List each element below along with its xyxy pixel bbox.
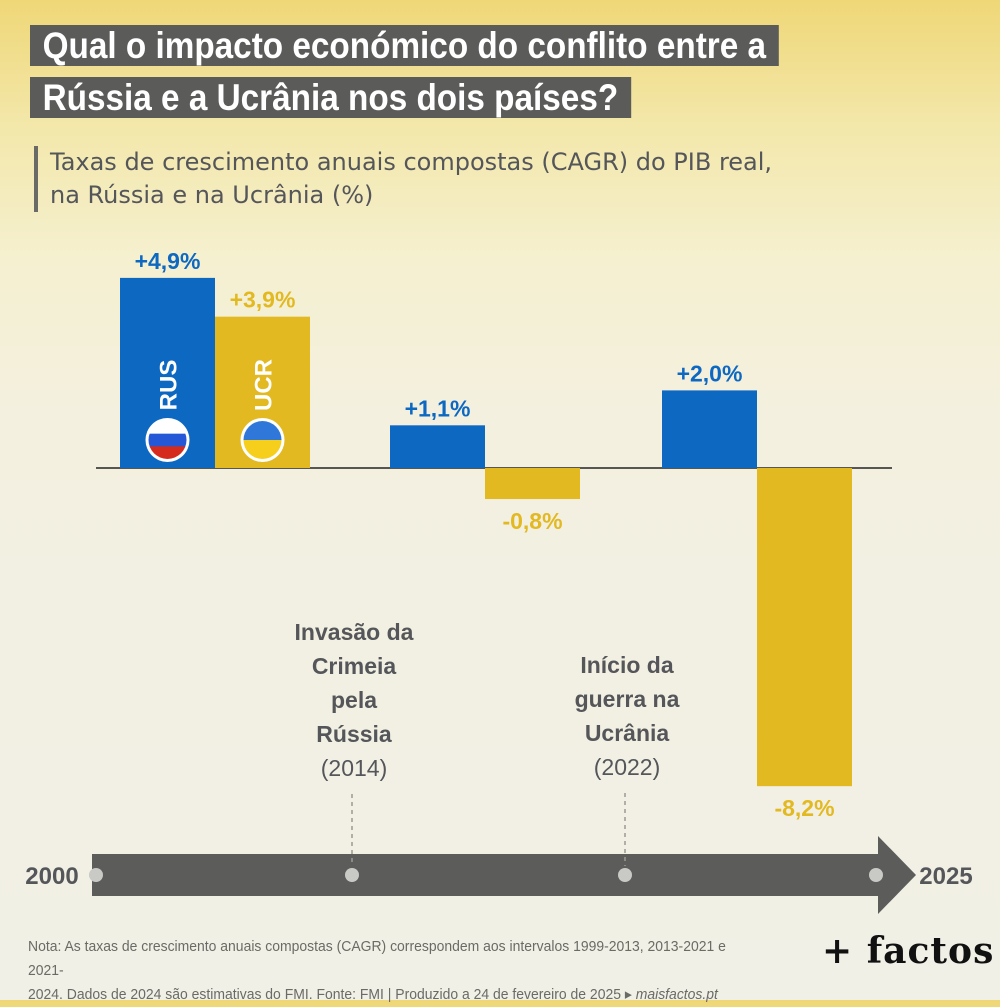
timeline-dot-2 [345,868,359,882]
event-text-line: Ucrânia [585,720,670,746]
data-label: -0,8% [502,508,562,534]
timeline-start-label: 2000 [25,863,78,890]
chart-title: Qual o impacto económico do conflito ent… [30,20,779,124]
title-line-1: Qual o impacto económico do conflito ent… [30,25,779,66]
brand-logo: + factos [822,930,995,972]
event-year: (2014) [321,755,387,781]
event-text-line: Início da [580,652,674,678]
series-name-rus: RUS [156,360,183,411]
flag-stripe [243,440,282,459]
source-site: maisfactos.pt [635,986,718,1003]
russia-flag-icon [145,418,190,462]
series-name-ucr: UCR [251,359,278,411]
flag-stripe [148,446,187,459]
event-year: (2022) [594,754,660,780]
footnote-line-2: 2024. Dados de 2024 são estimativas do F… [28,986,636,1003]
subtitle-line-2: na Rússia e na Ucrânia (%) [50,181,374,209]
flag-stripe [243,421,282,441]
ukraine-flag-icon [240,418,285,462]
event-text-line: Crimeia [312,653,397,679]
timeline-end-label: 2025 [919,863,972,890]
data-label: -8,2% [774,795,834,821]
timeline-dot-1 [89,868,103,882]
bar-rus-2 [390,425,485,468]
data-label: +3,9% [230,287,296,313]
bar-ucr-3 [757,468,852,787]
event-text-line: Invasão da [295,619,414,645]
bar-rus-3 [662,390,757,468]
footnote: Nota: As taxas de crescimento anuais com… [28,935,753,1007]
bar-ucr-2 [485,468,580,500]
title-line-2: Rússia e a Ucrânia nos dois países? [30,77,631,118]
chart-subtitle: Taxas de crescimento anuais compostas (C… [34,146,830,212]
timeline-arrow [92,836,916,914]
flag-stripe [148,433,187,447]
timeline-dot-4 [869,868,883,882]
event-annotation-1: Invasão da Crimeia pela Rússia (2014) [295,619,414,866]
data-label: +4,9% [135,248,201,274]
event-annotation-2: Início da guerra na Ucrânia (2022) [575,652,680,866]
footnote-line-1: Nota: As taxas de crescimento anuais com… [28,938,726,979]
flag-stripe [148,421,187,435]
data-label: +1,1% [405,395,471,421]
event-text-line: pela [331,687,377,713]
subtitle-line-1: Taxas de crescimento anuais compostas (C… [50,148,773,176]
event-text-line: Rússia [316,721,392,747]
event-text-line: guerra na [575,686,680,712]
data-label: +2,0% [677,360,743,386]
timeline-dot-3 [618,868,632,882]
